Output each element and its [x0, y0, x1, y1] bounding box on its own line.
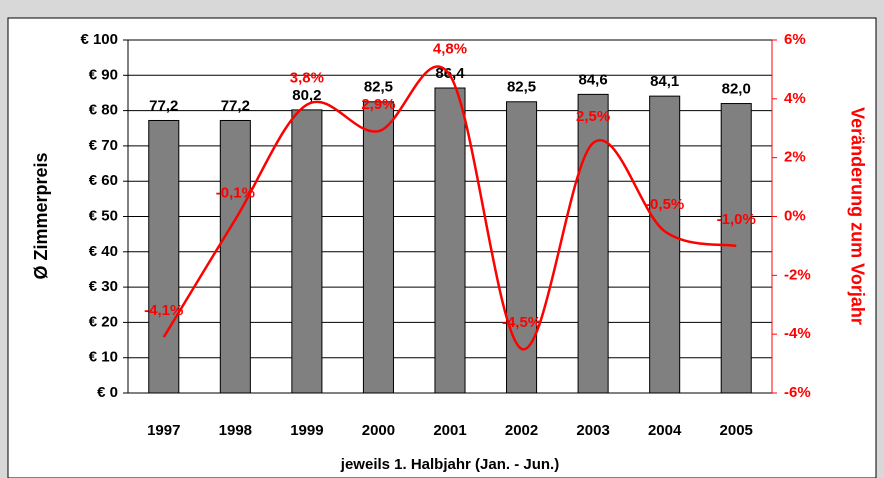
y2-tick-label: 6% [784, 31, 806, 48]
bar [434, 87, 466, 394]
y2-tick-label: 0% [784, 207, 806, 224]
bar-value-label: 84,6 [579, 71, 608, 88]
y2-tick-label: 2% [784, 149, 806, 166]
bar-value-label: 82,0 [722, 81, 751, 98]
y-tick-label: € 100 [80, 31, 118, 48]
bar [219, 119, 251, 394]
bar [577, 93, 609, 394]
line-value-label: -0,5% [645, 196, 684, 213]
x-tick-label: 2005 [720, 422, 753, 439]
y-tick-label: € 30 [89, 278, 118, 295]
y-tick-label: € 70 [89, 137, 118, 154]
x-tick-label: 2002 [505, 422, 538, 439]
x-axis-title: jeweils 1. Halbjahr (Jan. - Jun.) [340, 456, 559, 473]
y2-tick-label: -4% [784, 325, 811, 342]
bar-value-label: 82,5 [364, 79, 393, 96]
bar [148, 119, 180, 394]
bar [649, 95, 681, 394]
bar-value-label: 77,2 [149, 97, 178, 114]
x-tick-label: 2004 [648, 422, 682, 439]
bar [362, 101, 394, 394]
y-tick-label: € 80 [89, 102, 118, 119]
y-tick-label: € 10 [89, 349, 118, 366]
x-tick-label: 1998 [219, 422, 252, 439]
y-tick-label: € 0 [97, 384, 118, 401]
line-value-label: -4,1% [144, 302, 183, 319]
y-tick-label: € 50 [89, 207, 118, 224]
y-axis-title: Ø Zimmerpreis [31, 152, 51, 279]
line-value-label: -4,5% [502, 314, 541, 331]
line-value-label: 2,9% [361, 96, 395, 113]
y2-tick-label: -6% [784, 384, 811, 401]
bar [291, 109, 323, 394]
y2-tick-label: 4% [784, 90, 806, 107]
y-tick-label: € 90 [89, 66, 118, 83]
line-value-label: 2,5% [576, 108, 610, 125]
y-tick-label: € 40 [89, 243, 118, 260]
line-value-label: 4,8% [433, 40, 467, 57]
bar-value-label: 82,5 [507, 79, 536, 96]
x-tick-label: 2003 [576, 422, 609, 439]
y-tick-label: € 60 [89, 172, 118, 189]
x-tick-label: 2001 [433, 422, 466, 439]
bar-value-label: 77,2 [221, 97, 250, 114]
bar-value-label: 84,1 [650, 73, 679, 90]
y2-tick-label: -2% [784, 266, 811, 283]
x-tick-label: 1999 [290, 422, 323, 439]
line-value-label: -0,1% [216, 184, 255, 201]
x-tick-label: 2000 [362, 422, 395, 439]
y-tick-label: € 20 [89, 313, 118, 330]
line [162, 65, 737, 351]
line-value-label: -1,0% [717, 211, 756, 228]
y2-axis-title: Veränderung zum Vorjahr [847, 107, 867, 325]
x-tick-label: 1997 [147, 422, 180, 439]
line-value-label: 3,8% [290, 70, 324, 87]
bar [720, 103, 752, 394]
bar-value-label: 80,2 [292, 87, 321, 104]
